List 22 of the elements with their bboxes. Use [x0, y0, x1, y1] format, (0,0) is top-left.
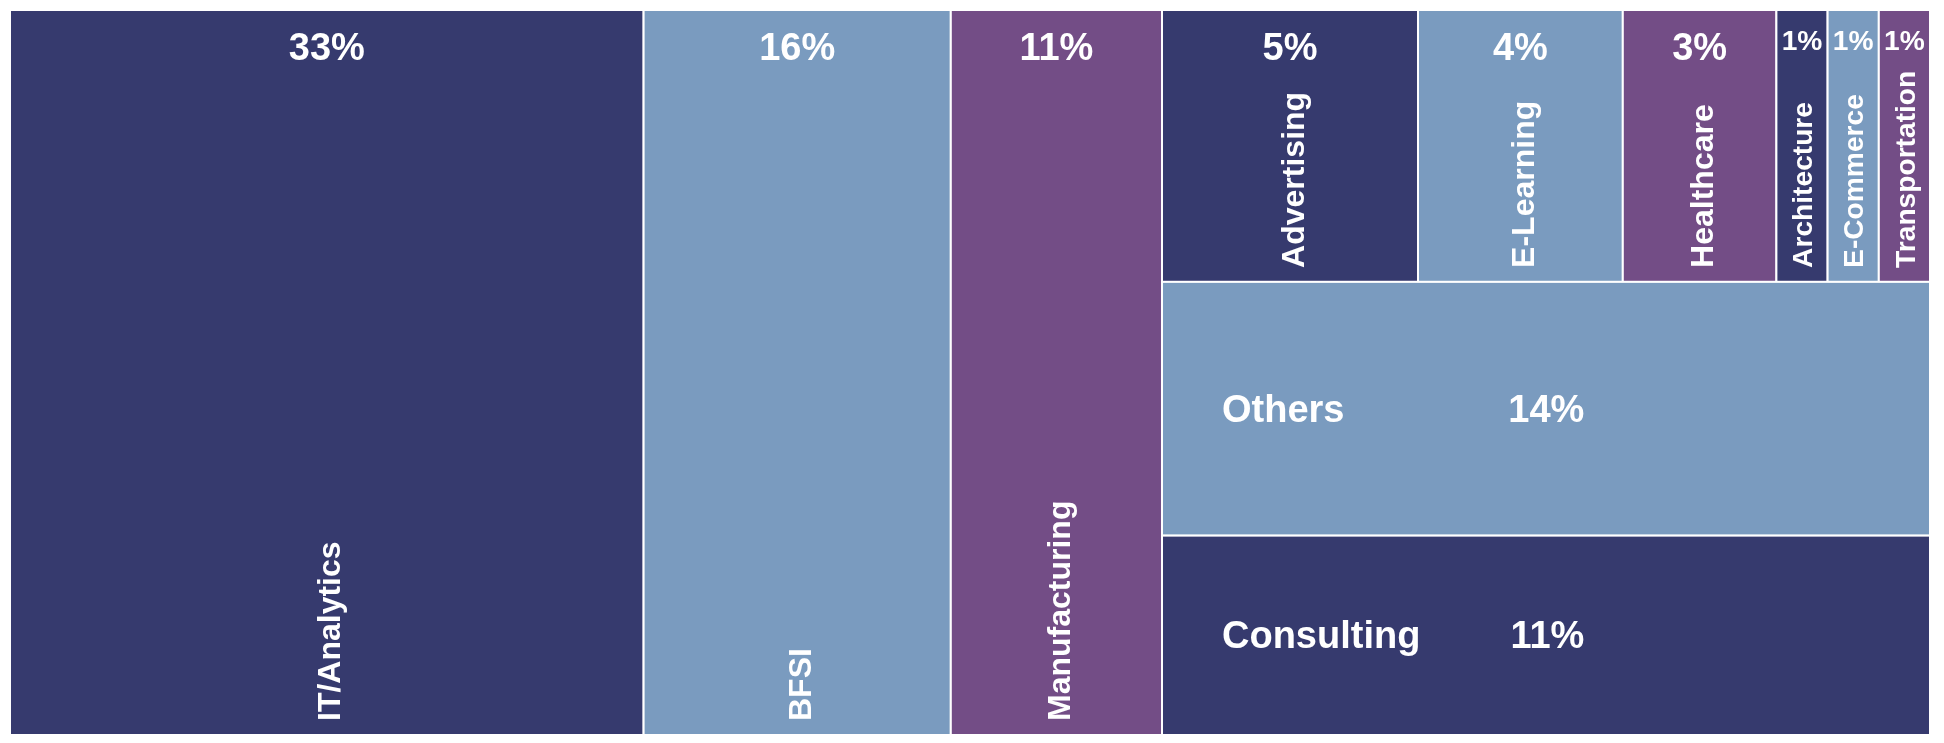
category-label: E-Learning — [1505, 100, 1542, 268]
data-label: 11% — [1019, 26, 1094, 68]
data-label: 4% — [1492, 26, 1548, 68]
data-label: 14% — [1508, 387, 1585, 430]
category-label: Advertising — [1274, 91, 1311, 268]
data-label: 16% — [759, 26, 836, 68]
category-label: E-Commerce — [1838, 94, 1870, 268]
category-label: Healthcare — [1684, 104, 1721, 268]
data-label: 1% — [1781, 25, 1823, 57]
data-label: 11% — [1510, 614, 1585, 657]
data-label: 3% — [1672, 26, 1728, 68]
category-label: Transportation — [1889, 70, 1921, 268]
category-label: Architecture — [1787, 102, 1819, 268]
data-label: 1% — [1832, 25, 1874, 57]
data-label: 5% — [1262, 26, 1318, 68]
category-label: IT/Analytics — [311, 541, 348, 721]
data-label: 33% — [288, 26, 365, 68]
category-label: BFSI — [781, 648, 818, 721]
data-label: 1% — [1884, 25, 1925, 57]
category-label: Manufacturing — [1041, 500, 1078, 721]
category-label: Consulting — [1222, 614, 1421, 657]
category-label: Others — [1222, 387, 1345, 430]
